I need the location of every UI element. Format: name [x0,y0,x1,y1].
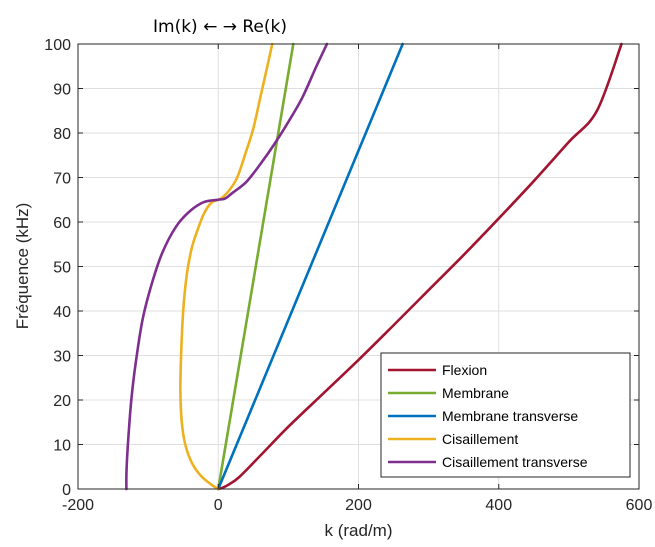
legend-label-membrane: Membrane [442,385,509,401]
x-tick-label: -200 [62,497,94,514]
legend-label-cisaillement-transverse: Cisaillement transverse [442,454,588,470]
y-tick-label: 20 [53,393,71,410]
legend-label-membrane-transverse: Membrane transverse [442,408,578,424]
y-tick-labels: 0 10 20 30 40 50 60 70 80 90 100 [44,37,71,499]
x-tick-labels: -200 0 200 400 600 [62,497,652,514]
y-tick-label: 30 [53,349,71,366]
chart-title: Im(k) ← → Re(k) [153,17,287,37]
x-tick-label: 400 [485,497,512,514]
y-tick-label: 50 [53,260,71,277]
y-tick-label: 80 [53,126,71,143]
y-tick-label: 40 [53,304,71,321]
legend: Flexion Membrane Membrane transverse Cisail… [381,353,630,477]
x-tick-label: 600 [626,497,653,514]
legend-label-cisaillement: Cisaillement [442,431,518,447]
y-tick-label: 70 [53,171,71,188]
x-tick-label: 0 [214,497,223,514]
legend-label-flexion: Flexion [442,362,487,378]
y-tick-label: 10 [53,438,71,455]
x-tick-label: 200 [345,497,372,514]
y-tick-label: 60 [53,215,71,232]
y-tick-label: 100 [44,37,71,54]
y-tick-label: 0 [62,482,71,499]
y-tick-label: 90 [53,82,71,99]
y-axis-label: Fréquence (kHz) [13,203,32,330]
x-axis-label: k (rad/m) [325,521,393,540]
